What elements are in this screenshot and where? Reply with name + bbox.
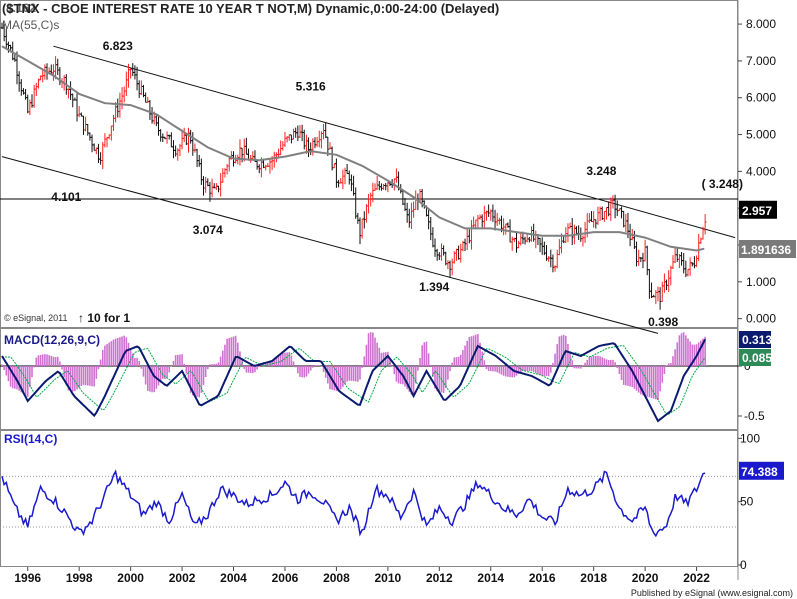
x-tick-label: 2008: [323, 571, 350, 585]
overlay-high-label: 8.162: [6, 1, 36, 15]
price-annotation: 3.248: [586, 164, 616, 178]
price-annotation: 3.074: [193, 223, 223, 237]
x-tick-label: 2012: [426, 571, 453, 585]
rsi-value-box: [739, 461, 784, 480]
ma-value: 1.891636: [741, 243, 791, 257]
macd-legend: MACD(12,26,9,C): [4, 333, 100, 347]
last-price-box: [739, 200, 777, 219]
panel-frame: [0, 430, 738, 567]
y-tick-label: 0.000: [746, 312, 776, 326]
rsi-value: 74.388: [741, 465, 778, 479]
price-annotation: 5.316: [296, 79, 326, 93]
y-tick-label: 6.000: [746, 91, 776, 105]
x-tick-label: 2016: [529, 571, 556, 585]
x-tick-label: 1998: [66, 571, 93, 585]
ma-value-box: [739, 239, 796, 258]
channel-trendline: [53, 45, 736, 239]
x-tick-label: 2020: [632, 571, 659, 585]
price-annotation: 6.823: [103, 39, 133, 53]
x-tick-label: 2022: [683, 571, 710, 585]
rsi-line: [1, 469, 706, 538]
rsi-legend: RSI(14,C): [4, 432, 57, 446]
y-tick-label: 7.000: [746, 54, 776, 68]
y-tick-label: 1.000: [746, 275, 776, 289]
copyright-note: © eSignal, 2011: [4, 313, 68, 323]
y-tick-label: 5.000: [746, 128, 776, 142]
last-price-value: 2.957: [742, 204, 772, 218]
x-tick-label: 2000: [117, 571, 144, 585]
channel-trendline: [1, 156, 659, 334]
x-tick-label: 2010: [375, 571, 402, 585]
y-tick-label: -0.5: [744, 409, 765, 423]
y-tick-label: 0: [740, 558, 747, 572]
price-annotation: ( 3.248): [702, 177, 743, 191]
split-note: ↑ 10 for 1: [78, 311, 130, 325]
macd-value: 0.313: [742, 333, 772, 347]
x-tick-label: 2006: [272, 571, 299, 585]
x-tick-label: 1996: [14, 571, 41, 585]
y-tick-label: 100: [740, 431, 760, 445]
x-tick-label: 2014: [477, 571, 504, 585]
ma-legend: MA(55,C)s: [2, 18, 60, 32]
x-tick-label: 2004: [220, 571, 247, 585]
price-annotation: 0.398: [648, 315, 678, 329]
signal-value-box: [739, 349, 771, 366]
y-tick-label: 50: [740, 495, 754, 509]
signal-value: 0.085: [742, 351, 772, 365]
macd-line: [1, 338, 706, 423]
moving-average-line: [1, 45, 705, 252]
macd-histogram: [1, 332, 706, 400]
macd-signal-line: [2, 345, 706, 416]
published-note: Published by eSignal (www.esignal.com): [631, 588, 793, 598]
x-tick-label: 2018: [580, 571, 607, 585]
price-annotation: 4.101: [51, 190, 81, 204]
price-annotation: 1.394: [419, 280, 449, 294]
macd-value-box: [739, 331, 771, 348]
chart-title: ($TNX - CBOE INTEREST RATE 10 YEAR T NOT…: [2, 1, 500, 16]
y-tick-label: 8.000: [746, 17, 776, 31]
y-tick-label: 4.000: [746, 164, 776, 178]
x-tick-label: 2002: [169, 571, 196, 585]
